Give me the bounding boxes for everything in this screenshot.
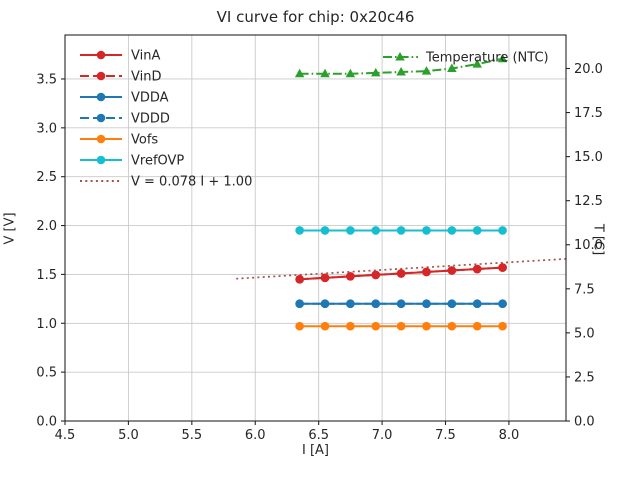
series-marker [422, 321, 431, 331]
series-marker [422, 226, 431, 235]
series-marker [472, 321, 482, 331]
y-tick-label-right: 12.5 [574, 194, 603, 209]
series-marker [422, 299, 431, 309]
series-marker [320, 273, 330, 283]
series-marker [346, 299, 355, 309]
legend-sample-marker [96, 134, 106, 144]
y-tick-label-left: 3.0 [36, 121, 57, 136]
legend-sample-marker [96, 92, 106, 102]
plot-border [64, 34, 567, 422]
y-tick-label-right: 15.0 [574, 150, 603, 165]
legend-sample-marker [96, 113, 106, 123]
x-tick-label: 5.5 [181, 428, 202, 443]
series-marker [498, 299, 507, 309]
y-tick-label-right: 7.5 [574, 282, 595, 297]
y-axis-label-right: T [C] [590, 223, 606, 256]
y-tick-label-left: 0.5 [36, 366, 57, 381]
series-marker [498, 263, 507, 272]
y-axis-label-left: V [V] [2, 212, 18, 245]
series-marker [320, 226, 330, 235]
series-marker [346, 272, 355, 281]
series-marker [371, 299, 381, 309]
series-marker [472, 59, 482, 68]
fit-line [236, 258, 567, 280]
x-tick-label: 8.0 [499, 428, 520, 443]
series-marker [447, 321, 457, 331]
legend-label: V = 0.078 I + 1.00 [131, 175, 252, 190]
x-tick-label: 7.5 [435, 428, 456, 443]
series-marker [422, 267, 431, 277]
series-marker [497, 53, 508, 63]
y-tick-label-right: 5.0 [574, 326, 595, 341]
series-marker [396, 226, 406, 235]
series-marker [320, 321, 330, 331]
y-tick-label-right: 17.5 [574, 106, 603, 121]
series-marker [447, 299, 457, 309]
series-line-vind [299, 266, 503, 281]
legend-label: Temperature (NTC) [425, 51, 549, 66]
series-marker [396, 299, 406, 309]
legend-label: Vofs [131, 133, 158, 148]
x-tick-label: 5.0 [118, 428, 139, 443]
series-marker [295, 299, 304, 309]
series-marker [472, 226, 482, 235]
y-tick-label-right: 10.0 [574, 238, 603, 253]
legend-sample-marker [395, 52, 405, 61]
legend-sample-marker [96, 155, 106, 165]
legend-label: VrefOVP [131, 154, 184, 169]
series-marker [370, 67, 381, 77]
series-marker [396, 321, 406, 331]
series-marker [371, 226, 381, 235]
series-marker [346, 321, 355, 331]
series-marker [498, 321, 507, 331]
series-marker [294, 68, 305, 78]
series-marker [498, 226, 507, 235]
y-tick-label-left: 2.5 [36, 170, 57, 185]
y-tick-label-right: 20.0 [574, 62, 603, 77]
series-marker [472, 264, 482, 274]
series-marker [371, 321, 381, 331]
series-marker [345, 68, 356, 78]
series-marker [421, 66, 432, 75]
y-tick-label-right: 2.5 [574, 370, 595, 385]
series-marker [320, 68, 330, 78]
y-tick-label-left: 3.5 [36, 72, 57, 87]
series-marker [447, 226, 457, 235]
series-marker [295, 275, 304, 284]
legend-sample-marker [96, 50, 106, 60]
legend-label: VinD [131, 70, 161, 85]
series-marker [396, 67, 406, 76]
series-marker [295, 226, 304, 235]
y-tick-label-left: 1.0 [36, 317, 57, 332]
series-marker [295, 321, 304, 331]
y-tick-label-left: 0.0 [36, 415, 57, 430]
y-tick-label-right: 0.0 [574, 415, 595, 430]
legend-sample-marker [96, 71, 106, 81]
x-tick-label: 4.5 [55, 428, 76, 443]
legend-label: VDDA [131, 91, 169, 106]
series-marker [346, 226, 355, 235]
series-marker [447, 266, 457, 275]
x-tick-label: 7.0 [372, 428, 393, 443]
chart-title: VI curve for chip: 0x20c46 [216, 8, 415, 26]
series-marker [447, 63, 457, 72]
x-tick-label: 6.0 [245, 428, 266, 443]
y-tick-label-left: 1.5 [36, 268, 57, 283]
series-marker [371, 270, 381, 280]
x-axis-label: I [A] [301, 443, 329, 458]
x-tick-label: 6.5 [308, 428, 329, 443]
y-tick-label-left: 2.0 [36, 219, 57, 234]
series-marker [320, 299, 330, 309]
legend-label: VinA [131, 49, 160, 64]
series-marker [396, 269, 406, 278]
legend-label: VDDD [131, 112, 170, 127]
series-marker [472, 299, 482, 309]
